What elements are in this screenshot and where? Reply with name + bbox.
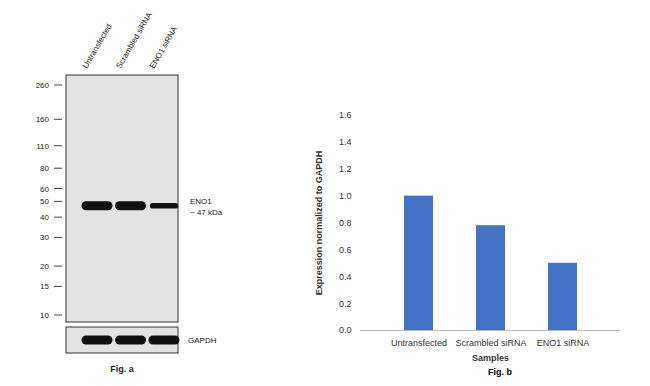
svg-text:1.2: 1.2 [339, 164, 352, 174]
svg-text:1.4: 1.4 [339, 137, 352, 147]
svg-text:Expression normalized to GAPDH: Expression normalized to GAPDH [314, 151, 324, 296]
svg-text:0.8: 0.8 [339, 218, 352, 228]
svg-text:0.4: 0.4 [339, 272, 352, 282]
svg-text:Untransfected: Untransfected [81, 22, 114, 70]
svg-text:ENO1 siRNA: ENO1 siRNA [148, 25, 179, 70]
svg-text:Scrambled siRNA: Scrambled siRNA [455, 338, 526, 348]
svg-text:0.2: 0.2 [339, 299, 352, 309]
svg-text:20: 20 [40, 262, 49, 271]
svg-text:1.0: 1.0 [339, 191, 352, 201]
svg-text:~ 47 kDa: ~ 47 kDa [190, 208, 223, 217]
svg-text:0.6: 0.6 [339, 245, 352, 255]
svg-text:60: 60 [40, 185, 49, 194]
svg-text:ENO1 siRNA: ENO1 siRNA [537, 338, 590, 348]
svg-text:ENO1: ENO1 [190, 197, 212, 206]
svg-text:Samples: Samples [472, 353, 509, 363]
svg-text:80: 80 [40, 164, 49, 173]
svg-text:50: 50 [40, 197, 49, 206]
svg-text:15: 15 [40, 282, 49, 291]
svg-text:Fig. a: Fig. a [110, 364, 134, 374]
svg-text:Scrambled siRNA: Scrambled siRNA [114, 10, 154, 70]
svg-text:110: 110 [36, 142, 49, 151]
svg-text:10: 10 [40, 311, 49, 320]
svg-text:260: 260 [36, 81, 50, 90]
svg-text:Untransfected: Untransfected [391, 338, 447, 348]
svg-text:40: 40 [40, 213, 49, 222]
svg-text:30: 30 [40, 233, 49, 242]
svg-text:GAPDH: GAPDH [188, 336, 217, 345]
html-text:Fig. b: Fig. b [488, 367, 512, 377]
svg-text:1.6: 1.6 [339, 110, 352, 120]
svg-text:0.0: 0.0 [339, 325, 352, 335]
svg-text:160: 160 [36, 115, 50, 124]
